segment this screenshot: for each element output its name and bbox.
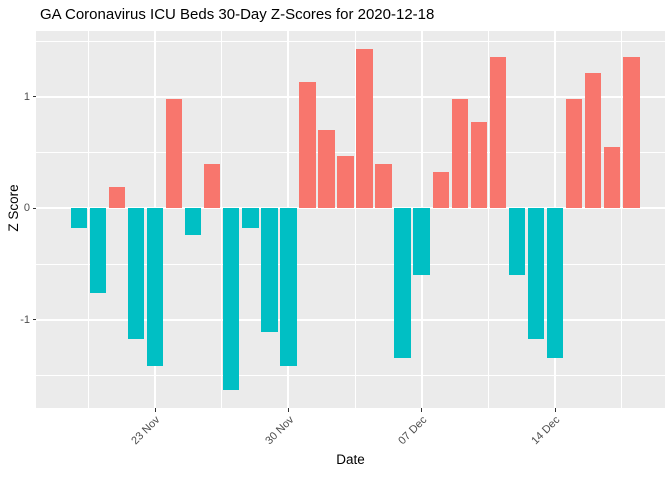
bar-2020-11-19 bbox=[70, 208, 88, 229]
x-tick-label: 23 Nov bbox=[129, 414, 163, 448]
y-tick-mark bbox=[32, 207, 36, 209]
plot-panel bbox=[36, 31, 665, 408]
bar-2020-11-28 bbox=[242, 208, 259, 229]
gridline-minor-horizontal bbox=[36, 263, 665, 265]
gridline-minor-vertical bbox=[621, 31, 623, 408]
gridline-minor-vertical bbox=[487, 31, 489, 408]
bar-2020-12-01 bbox=[299, 82, 316, 209]
bar-2020-11-25 bbox=[184, 208, 202, 236]
bar-2020-12-08 bbox=[432, 171, 449, 209]
y-tick-label: 1 bbox=[23, 90, 30, 103]
bar-2020-12-07 bbox=[413, 208, 430, 276]
gridline-minor-horizontal bbox=[36, 375, 665, 377]
gridline-major-horizontal bbox=[36, 318, 665, 321]
y-tick-label: 0 bbox=[23, 202, 30, 215]
y-tick-label: -1 bbox=[20, 313, 30, 326]
gridline-minor-horizontal bbox=[36, 152, 665, 154]
y-tick-mark bbox=[32, 96, 36, 98]
gridline-minor-horizontal bbox=[36, 40, 665, 42]
bar-2020-12-04 bbox=[356, 48, 373, 209]
x-tick-mark bbox=[154, 408, 156, 412]
x-axis-title: Date bbox=[336, 452, 365, 467]
bar-2020-11-22 bbox=[127, 208, 145, 339]
chart-title: GA Coronavirus ICU Beds 30-Day Z-Scores … bbox=[40, 6, 435, 23]
bar-2020-12-11 bbox=[489, 56, 507, 209]
bar-2020-11-23 bbox=[146, 208, 164, 366]
bar-2020-12-15 bbox=[565, 99, 583, 209]
x-tick-label: 30 Nov bbox=[262, 414, 296, 448]
bar-2020-12-05 bbox=[375, 163, 392, 209]
bar-2020-11-21 bbox=[108, 187, 126, 209]
x-tick-label: 07 Dec bbox=[396, 414, 430, 448]
bar-2020-12-14 bbox=[546, 208, 564, 358]
x-tick-mark bbox=[554, 408, 556, 412]
gridline-major-horizontal bbox=[36, 95, 665, 98]
bar-2020-11-24 bbox=[165, 99, 183, 209]
gridline-minor-vertical bbox=[354, 31, 356, 408]
bar-2020-12-17 bbox=[603, 147, 621, 209]
bar-2020-12-06 bbox=[394, 208, 411, 358]
bar-2020-11-30 bbox=[280, 208, 297, 366]
x-tick-label: 14 Dec bbox=[529, 414, 563, 448]
bar-2020-12-02 bbox=[318, 130, 335, 209]
bar-2020-12-10 bbox=[470, 122, 488, 209]
y-axis-title: Z Score bbox=[6, 184, 21, 232]
gridline-minor-vertical bbox=[221, 31, 223, 408]
bar-2020-12-12 bbox=[508, 208, 526, 276]
gridline-minor-vertical bbox=[87, 31, 89, 408]
bar-2020-11-26 bbox=[203, 163, 221, 209]
x-tick-mark bbox=[287, 408, 289, 412]
bar-2020-11-29 bbox=[261, 208, 278, 333]
bar-2020-12-03 bbox=[337, 155, 354, 209]
y-tick-mark bbox=[32, 319, 36, 321]
gridline-major-horizontal bbox=[36, 207, 665, 210]
x-tick-mark bbox=[421, 408, 423, 412]
bar-2020-12-09 bbox=[451, 99, 469, 209]
bar-2020-12-16 bbox=[584, 73, 602, 209]
bar-2020-11-20 bbox=[89, 208, 107, 294]
bar-2020-12-18 bbox=[623, 56, 640, 209]
bar-2020-12-13 bbox=[527, 208, 545, 339]
bar-2020-11-27 bbox=[222, 208, 240, 391]
